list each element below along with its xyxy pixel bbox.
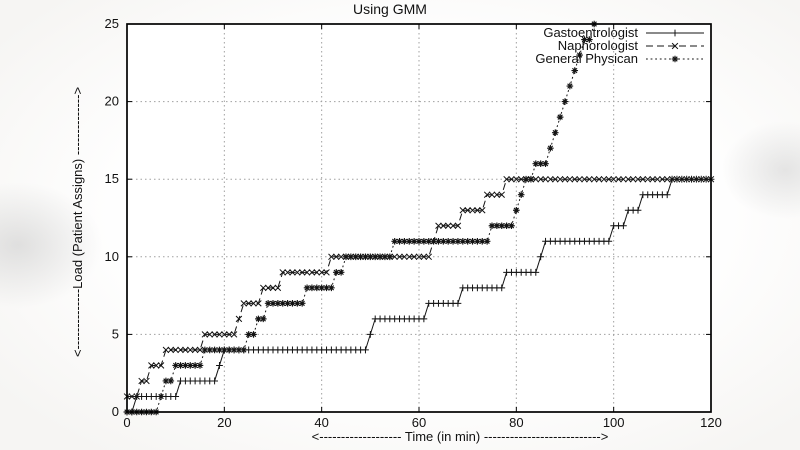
y-axis-label: <--------------Load (Patient Assigns) --… bbox=[70, 87, 85, 357]
x-tick-label: 80 bbox=[509, 415, 523, 430]
x-tick-label: 20 bbox=[217, 415, 231, 430]
legend-marker-2 bbox=[671, 55, 679, 63]
y-tick-label: 15 bbox=[105, 171, 119, 186]
x-tick-label: 0 bbox=[123, 415, 130, 430]
plot-border bbox=[126, 23, 712, 413]
legend-marker-1 bbox=[671, 42, 679, 50]
y-tick-label: 5 bbox=[112, 326, 119, 341]
x-tick-label: 120 bbox=[700, 415, 722, 430]
y-tick-label: 25 bbox=[105, 16, 119, 31]
legend-marker-0 bbox=[671, 29, 679, 37]
y-tick-label: 20 bbox=[105, 94, 119, 109]
legend: Gastoentrologist Naphorologist General P… bbox=[535, 25, 704, 66]
x-tick-label: 40 bbox=[314, 415, 328, 430]
y-tick-label: 10 bbox=[105, 249, 119, 264]
legend-label-gastoentrologist: Gastoentrologist bbox=[543, 25, 638, 40]
x-tick-label: 60 bbox=[412, 415, 426, 430]
y-tick-label: 0 bbox=[112, 404, 119, 419]
x-axis-label: <------------------- Time (in min) -----… bbox=[312, 429, 609, 444]
data-series bbox=[123, 20, 715, 416]
chart-title: Using GMM bbox=[353, 1, 427, 17]
legend-label-general-physican: General Physican bbox=[535, 51, 638, 66]
legend-label-naphorologist: Naphorologist bbox=[558, 38, 639, 53]
tick-labels: 0 20 40 60 80 100 120 0 5 10 15 20 25 bbox=[105, 16, 722, 430]
x-tick-label: 100 bbox=[603, 415, 625, 430]
